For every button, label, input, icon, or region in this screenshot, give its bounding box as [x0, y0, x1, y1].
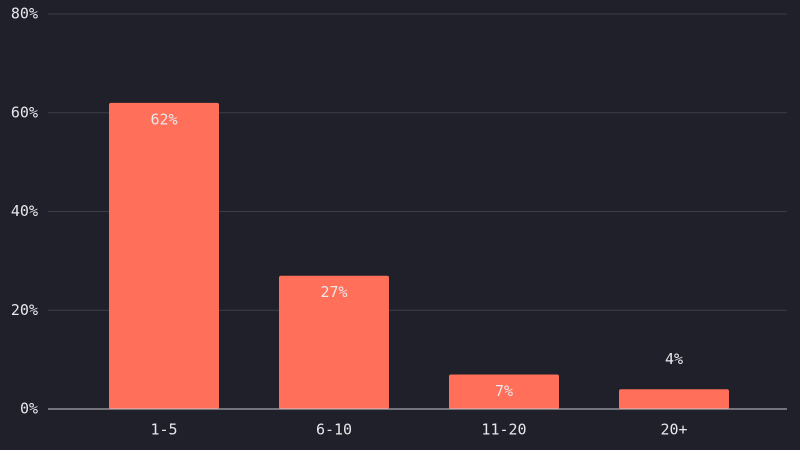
x-tick-label: 20+ [660, 421, 687, 439]
x-tick-label: 6-10 [316, 421, 352, 439]
value-label: 27% [320, 283, 347, 301]
value-label: 62% [150, 110, 177, 128]
value-label: 7% [495, 382, 513, 400]
bar [449, 374, 559, 409]
value-label: 4% [665, 350, 683, 368]
y-tick-label: 0% [20, 400, 38, 418]
x-tick-label: 1-5 [150, 421, 177, 439]
y-tick-label: 20% [11, 301, 38, 319]
bar [279, 275, 389, 409]
bar [619, 389, 729, 409]
y-tick-label: 80% [11, 5, 38, 23]
y-tick-label: 40% [11, 202, 38, 220]
x-tick-label: 11-20 [481, 421, 526, 439]
y-tick-label: 60% [11, 103, 38, 121]
bar [109, 102, 219, 409]
